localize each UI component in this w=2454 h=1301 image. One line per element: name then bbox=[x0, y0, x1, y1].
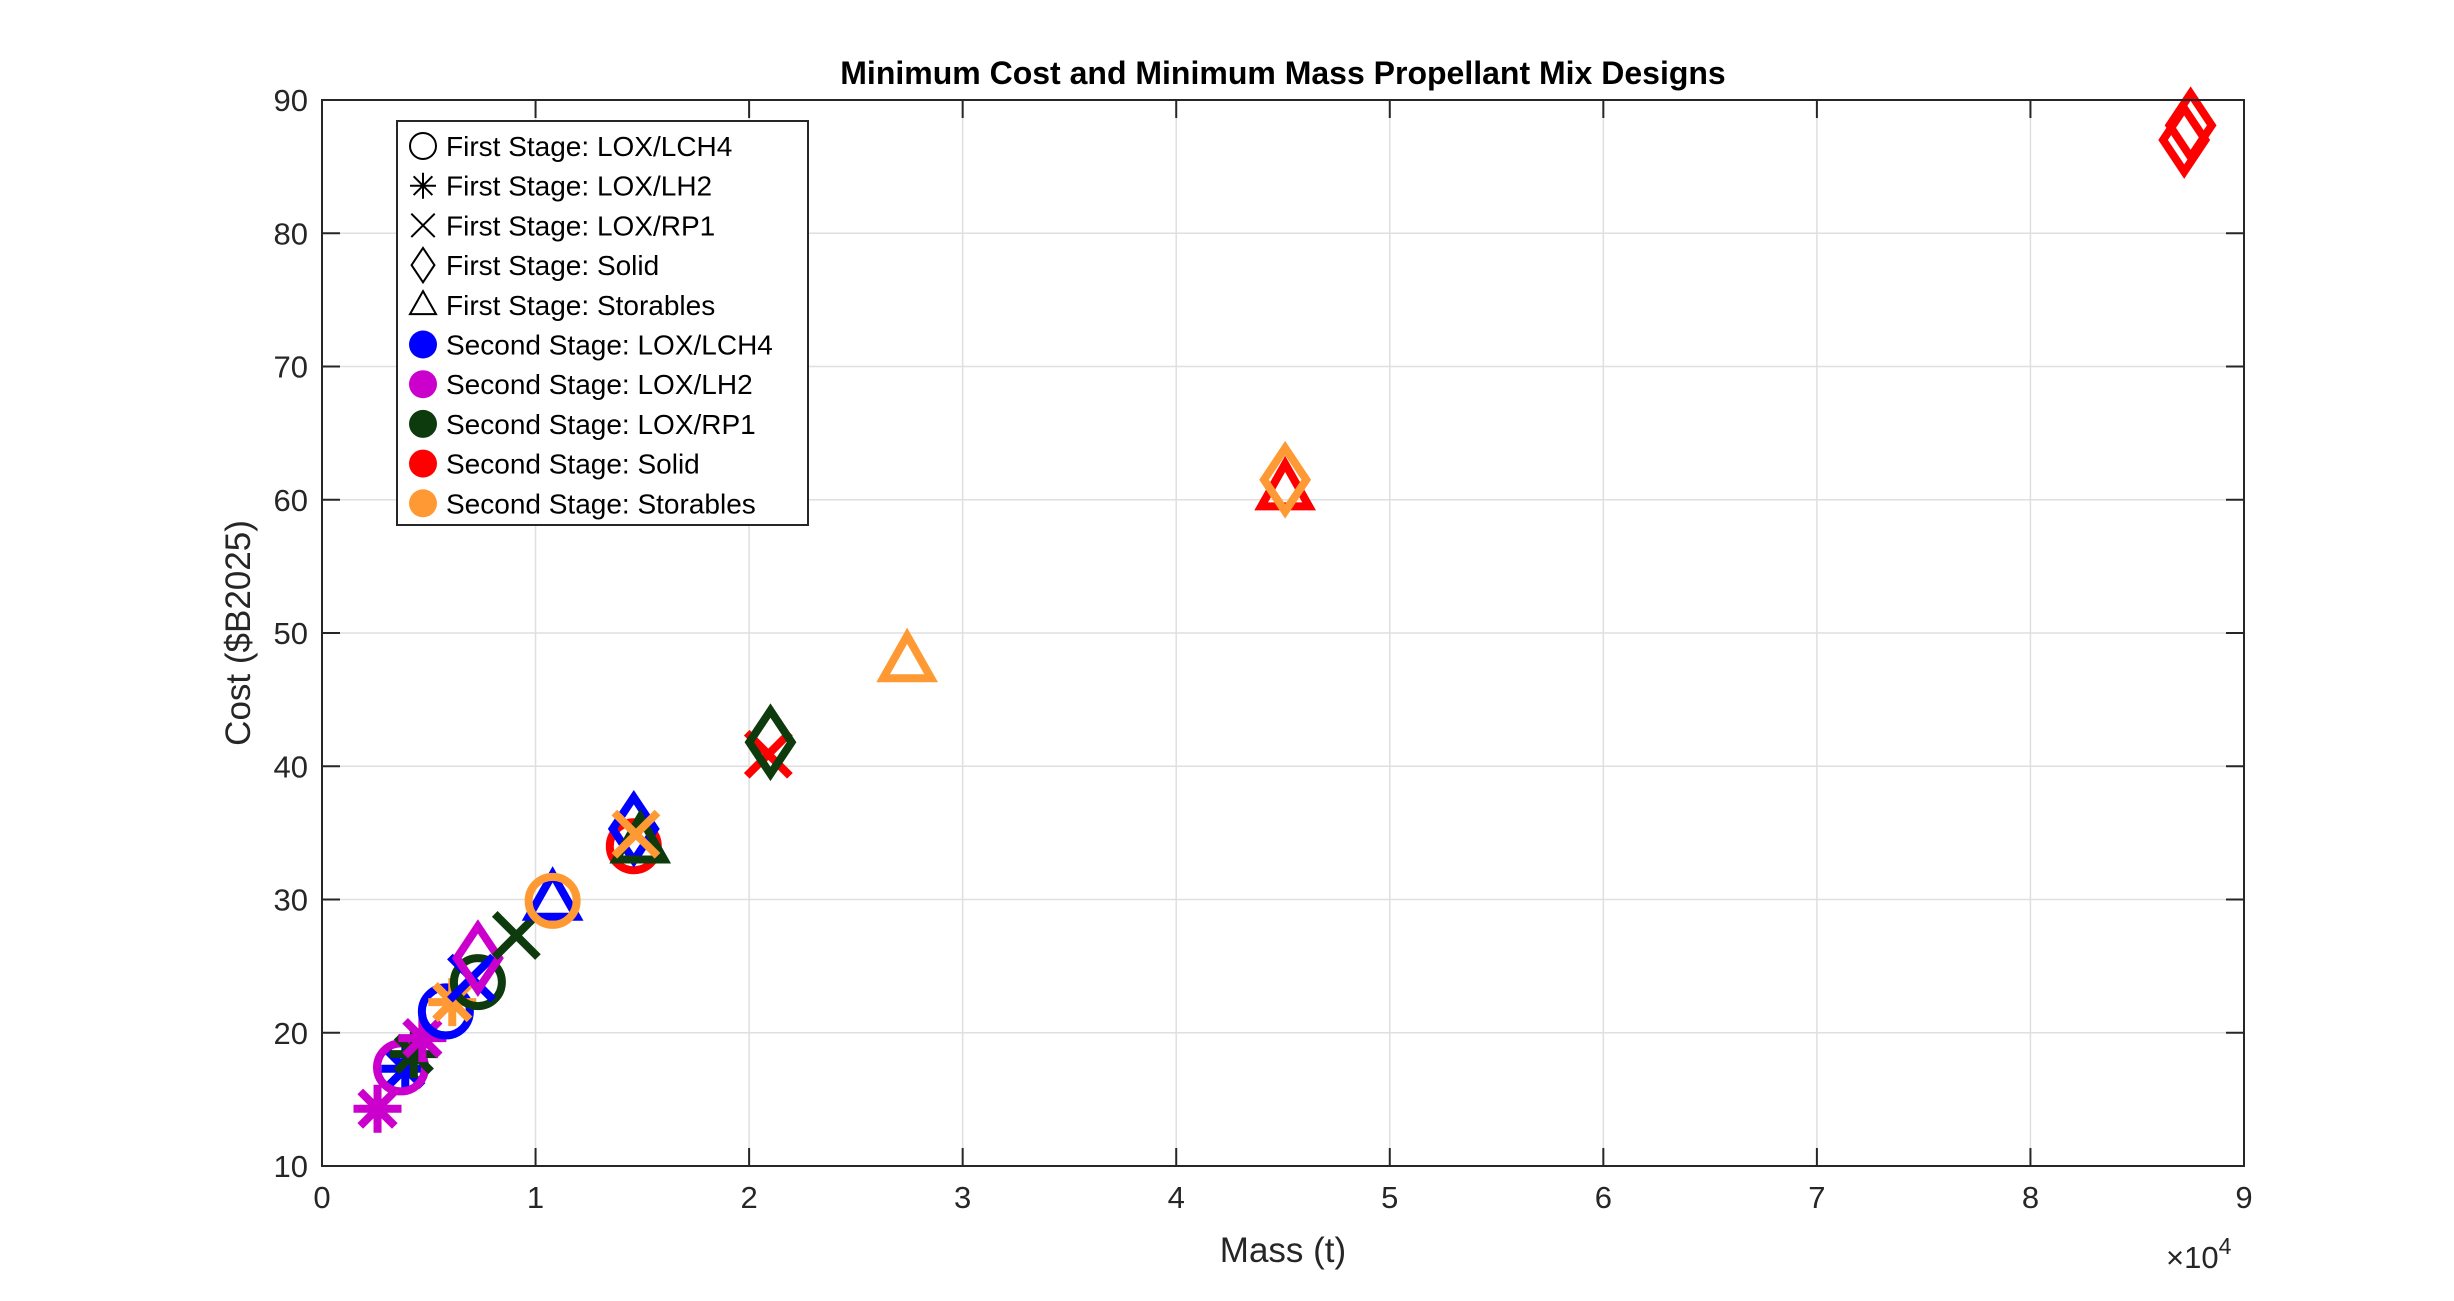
legend-label: Second Stage: LOX/LH2 bbox=[446, 369, 753, 400]
legend-item: Second Stage: Storables bbox=[409, 488, 756, 519]
x-tick-label: 0 bbox=[313, 1180, 330, 1215]
legend: First Stage: LOX/LCH4 First Stage: LOX/LH… bbox=[396, 120, 809, 526]
axis-ticks: 0 1 2 3 4 5 6 7 8 9 10 20 30 40 50 60 70 80 90 bbox=[274, 83, 2253, 1215]
legend-label: First Stage: LOX/RP1 bbox=[446, 210, 715, 241]
y-tick-label: 40 bbox=[274, 749, 308, 784]
y-tick-label: 50 bbox=[274, 616, 308, 651]
legend-label: Second Stage: Solid bbox=[446, 449, 700, 480]
data-point-diamond bbox=[1259, 440, 1312, 519]
data-point-diamond bbox=[2164, 86, 2217, 165]
legend-item: First Stage: LOX/LH2 bbox=[410, 171, 712, 202]
y-axis-label: Cost ($B2025) bbox=[219, 520, 258, 746]
y-tick-label: 60 bbox=[274, 483, 308, 518]
x-tick-label: 6 bbox=[1595, 1180, 1612, 1215]
legend-item: First Stage: LOX/RP1 bbox=[410, 210, 715, 241]
x-tick-label: 7 bbox=[1808, 1180, 1825, 1215]
legend-item: First Stage: Storables bbox=[408, 289, 715, 321]
legend-symbol bbox=[409, 330, 437, 359]
legend-item: Second Stage: LOX/RP1 bbox=[409, 409, 756, 440]
data-point-circle bbox=[524, 872, 581, 929]
x-exponent-base: ×10 bbox=[2166, 1240, 2219, 1275]
legend-symbol bbox=[410, 246, 436, 285]
data-point-diamond bbox=[744, 703, 797, 782]
legend-item: Second Stage: LOX/LCH4 bbox=[409, 330, 773, 361]
legend-label: Second Stage: LOX/RP1 bbox=[446, 409, 756, 440]
legend-symbol bbox=[409, 449, 437, 478]
x-tick-label: 4 bbox=[1168, 1180, 1185, 1215]
y-tick-label: 10 bbox=[274, 1149, 308, 1184]
data-point-x bbox=[491, 911, 541, 960]
data-point-asterisk bbox=[353, 1084, 402, 1133]
data-point-triangle bbox=[521, 866, 584, 921]
legend-label: First Stage: LOX/LH2 bbox=[446, 171, 712, 202]
legend-item: First Stage: Solid bbox=[410, 246, 659, 285]
data-point-circle bbox=[417, 983, 474, 1040]
legend-symbol bbox=[410, 172, 436, 199]
legend-item: Second Stage: Solid bbox=[409, 449, 700, 480]
legend-symbol bbox=[409, 409, 437, 438]
legend-symbol bbox=[410, 212, 436, 238]
x-axis-label: Mass (t) bbox=[1220, 1231, 1346, 1270]
legend-label: First Stage: LOX/LCH4 bbox=[446, 131, 732, 162]
chart-title: Minimum Cost and Minimum Mass Propellant… bbox=[840, 55, 1725, 91]
y-tick-label: 70 bbox=[274, 350, 308, 385]
data-point-circle bbox=[449, 954, 506, 1011]
x-exponent-power: 4 bbox=[2219, 1233, 2232, 1259]
data-point-asterisk bbox=[389, 1030, 438, 1079]
y-tick-label: 90 bbox=[274, 83, 308, 118]
legend-label: Second Stage: LOX/LCH4 bbox=[446, 330, 773, 361]
x-tick-label: 8 bbox=[2022, 1180, 2039, 1215]
legend-symbol bbox=[409, 132, 437, 160]
y-tick-label: 30 bbox=[274, 883, 308, 918]
legend-box bbox=[396, 120, 809, 526]
data-point-asterisk bbox=[428, 978, 477, 1027]
legend-label: Second Stage: Storables bbox=[446, 488, 756, 519]
y-tick-label: 80 bbox=[274, 216, 308, 251]
y-tick-label: 20 bbox=[274, 1016, 308, 1051]
legend-label: First Stage: Solid bbox=[446, 250, 659, 281]
x-tick-label: 3 bbox=[954, 1180, 971, 1215]
data-point-diamond bbox=[451, 919, 504, 998]
x-tick-label: 2 bbox=[740, 1180, 757, 1215]
legend-item: Second Stage: LOX/LH2 bbox=[409, 369, 753, 400]
x-tick-label: 9 bbox=[2235, 1180, 2252, 1215]
legend-label: First Stage: Storables bbox=[446, 290, 715, 321]
data-point-triangle bbox=[876, 627, 938, 683]
x-exponent-label: ×104 bbox=[2166, 1233, 2232, 1275]
data-point-asterisk bbox=[381, 1044, 430, 1093]
legend-symbol bbox=[409, 489, 437, 518]
legend-symbol bbox=[409, 370, 437, 399]
data-point-x bbox=[611, 809, 661, 859]
data-point-asterisk bbox=[398, 1014, 447, 1063]
legend-symbol bbox=[408, 289, 438, 316]
data-points bbox=[353, 86, 2217, 1133]
x-tick-label: 1 bbox=[527, 1180, 544, 1215]
legend-item: First Stage: LOX/LCH4 bbox=[409, 131, 732, 162]
x-tick-label: 5 bbox=[1381, 1180, 1398, 1215]
